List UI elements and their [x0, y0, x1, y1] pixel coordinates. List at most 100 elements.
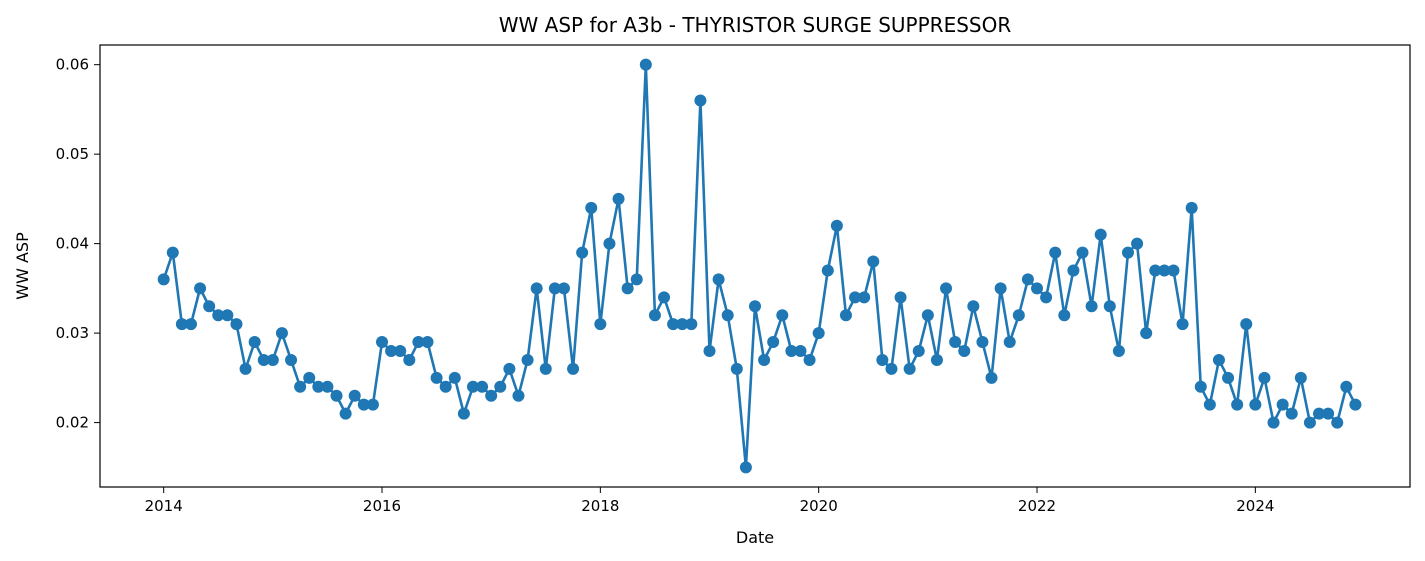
data-point — [730, 362, 743, 375]
data-point — [184, 318, 197, 331]
data-point — [1231, 398, 1244, 411]
data-point — [1267, 416, 1280, 429]
data-point — [876, 353, 889, 366]
data-point — [1313, 407, 1326, 420]
plot-frame — [99, 44, 1411, 488]
data-point — [312, 380, 325, 393]
x-axis-title: Date — [736, 528, 774, 547]
data-point — [230, 318, 243, 331]
data-point — [758, 353, 771, 366]
data-point — [985, 371, 998, 384]
data-point — [648, 309, 661, 322]
data-point — [1185, 201, 1198, 214]
data-point — [658, 291, 671, 304]
data-point — [949, 336, 962, 349]
data-point — [1067, 264, 1080, 277]
data-point — [557, 282, 570, 295]
data-point — [794, 345, 807, 357]
data-point — [266, 353, 279, 366]
data-point — [239, 362, 252, 375]
data-point — [1258, 371, 1271, 384]
data-point — [849, 291, 862, 304]
data-point — [539, 362, 552, 375]
data-point — [1194, 380, 1207, 393]
y-tick-label: 0.04 — [56, 235, 89, 253]
data-point — [403, 353, 416, 366]
data-point — [1203, 398, 1216, 411]
data-point — [421, 336, 434, 349]
data-point — [175, 318, 188, 331]
data-point — [194, 282, 207, 295]
data-point — [767, 336, 780, 349]
data-point — [612, 192, 625, 205]
data-point — [1112, 345, 1125, 357]
data-point — [348, 389, 361, 402]
data-point — [1003, 336, 1016, 349]
x-tick-label: 2020 — [800, 497, 838, 515]
x-tick-label: 2018 — [581, 497, 619, 515]
x-tick-label: 2022 — [1018, 497, 1056, 515]
data-point — [385, 345, 398, 357]
data-point — [703, 345, 716, 357]
data-point — [1249, 398, 1262, 411]
data-point — [303, 371, 316, 384]
data-point — [803, 353, 816, 366]
data-point — [912, 345, 925, 357]
chart-title: WW ASP for A3b - THYRISTOR SURGE SUPPRES… — [499, 13, 1012, 37]
series-markers — [157, 58, 1362, 474]
y-axis-title: WW ASP — [13, 232, 32, 300]
data-point — [921, 309, 934, 322]
data-point — [749, 300, 761, 313]
data-point — [976, 336, 989, 349]
data-point — [830, 219, 843, 232]
data-point — [603, 237, 616, 250]
data-point — [1140, 327, 1153, 340]
data-point — [412, 336, 425, 349]
plot-background — [100, 45, 1410, 487]
y-tick-label: 0.06 — [56, 56, 89, 74]
y-tick-label: 0.02 — [56, 414, 89, 432]
data-point — [776, 309, 789, 322]
data-point — [967, 300, 980, 313]
data-point — [1049, 246, 1062, 259]
data-point — [466, 380, 479, 393]
data-point — [548, 282, 561, 295]
data-point — [203, 300, 216, 313]
data-point — [1103, 300, 1116, 313]
data-point — [430, 371, 443, 384]
data-point — [1349, 398, 1362, 411]
data-point — [1158, 264, 1171, 277]
data-point — [1212, 353, 1225, 366]
data-point — [858, 291, 871, 304]
data-point — [339, 407, 352, 420]
data-point — [521, 353, 534, 366]
x-tick-label: 2024 — [1236, 497, 1274, 515]
data-point — [321, 380, 334, 393]
data-point — [930, 353, 943, 366]
data-point — [439, 380, 452, 393]
data-point — [221, 309, 234, 322]
y-tick-label: 0.03 — [56, 324, 89, 342]
data-point — [585, 201, 598, 214]
data-point — [1222, 371, 1235, 384]
data-point — [366, 398, 379, 411]
data-point — [1031, 282, 1044, 295]
data-point — [639, 58, 652, 71]
data-point — [485, 389, 498, 402]
data-point — [685, 318, 698, 331]
data-point — [576, 246, 589, 259]
data-point — [248, 336, 261, 349]
data-point — [1176, 318, 1189, 331]
data-point — [812, 327, 825, 340]
data-point — [667, 318, 680, 331]
data-point — [1094, 228, 1107, 241]
data-point — [1322, 407, 1335, 420]
data-point — [676, 318, 689, 331]
data-point — [357, 398, 370, 411]
data-point — [257, 353, 270, 366]
data-point — [157, 273, 170, 286]
data-point — [494, 380, 507, 393]
data-point — [630, 273, 643, 286]
data-point — [785, 345, 798, 357]
